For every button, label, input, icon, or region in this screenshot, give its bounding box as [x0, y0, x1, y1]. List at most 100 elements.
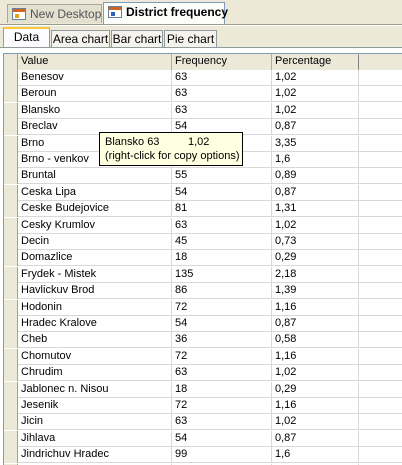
- value-cell[interactable]: Cesky Krumlov: [18, 217, 172, 234]
- row-header[interactable]: [4, 119, 18, 136]
- table-row[interactable]: Ceske Budejovice 81 1,31: [4, 201, 402, 218]
- percentage-cell[interactable]: 3,35: [272, 135, 359, 152]
- table-row[interactable]: Bruntal 55 0,89: [4, 168, 402, 185]
- row-header[interactable]: [4, 217, 18, 234]
- column-resize-handle[interactable]: [358, 55, 359, 69]
- row-header[interactable]: [4, 201, 18, 218]
- percentage-cell[interactable]: 0,87: [272, 430, 359, 447]
- frequency-cell[interactable]: 72: [172, 398, 272, 414]
- frequency-cell[interactable]: 54: [172, 184, 272, 201]
- row-header[interactable]: [4, 70, 18, 86]
- row-header[interactable]: [4, 250, 18, 267]
- table-row[interactable]: Frydek - Mistek 135 2,18: [4, 266, 402, 283]
- row-header[interactable]: [4, 430, 18, 447]
- row-header[interactable]: [4, 463, 18, 465]
- value-cell[interactable]: Blansko: [18, 102, 172, 119]
- value-cell[interactable]: Jesenik: [18, 398, 172, 414]
- percentage-cell[interactable]: 1,02: [272, 414, 359, 431]
- percentage-cell[interactable]: 0,87: [272, 184, 359, 201]
- row-header[interactable]: [4, 168, 18, 185]
- tab-area-chart[interactable]: Area chart: [51, 30, 110, 48]
- value-cell[interactable]: Benesov: [18, 70, 172, 86]
- frequency-cell[interactable]: 54: [172, 430, 272, 447]
- percentage-cell[interactable]: 0,29: [272, 250, 359, 267]
- tab-bar-chart[interactable]: Bar chart: [111, 30, 163, 48]
- table-row[interactable]: Blansko 63 1,02: [4, 102, 402, 119]
- value-cell[interactable]: Decin: [18, 234, 172, 250]
- frequency-table[interactable]: Value Frequency Percentage Benesov 63 1,02…: [3, 53, 402, 465]
- percentage-cell[interactable]: 1,16: [272, 398, 359, 414]
- row-header[interactable]: [4, 365, 18, 382]
- table-row[interactable]: Chrudim 63 1,02: [4, 365, 402, 382]
- value-cell[interactable]: Chomutov: [18, 348, 172, 365]
- row-header[interactable]: [4, 266, 18, 283]
- table-row[interactable]: Jindrichuv Hradec 99 1,6: [4, 447, 402, 464]
- value-cell[interactable]: Havlickuv Brod: [18, 283, 172, 300]
- tab-pie-chart[interactable]: Pie chart: [164, 30, 217, 48]
- frequency-cell[interactable]: 72: [172, 348, 272, 365]
- percentage-cell[interactable]: 0,87: [272, 119, 359, 136]
- frequency-cell[interactable]: 18: [172, 250, 272, 267]
- column-header-percentage[interactable]: Percentage: [272, 54, 359, 70]
- percentage-cell[interactable]: 0,89: [272, 168, 359, 185]
- percentage-cell[interactable]: 1,02: [272, 70, 359, 86]
- table-row[interactable]: Domazlice 18 0,29: [4, 250, 402, 267]
- frequency-cell[interactable]: 63: [172, 86, 272, 103]
- table-row[interactable]: Jicin 63 1,02: [4, 414, 402, 431]
- frequency-cell[interactable]: 135: [172, 266, 272, 283]
- row-header[interactable]: [4, 447, 18, 464]
- row-header[interactable]: [4, 414, 18, 431]
- value-cell[interactable]: Jablonec n. Nisou: [18, 381, 172, 398]
- row-header[interactable]: [4, 381, 18, 398]
- table-row[interactable]: Beroun 63 1,02: [4, 86, 402, 103]
- table-row[interactable]: Jihlava 54 0,87: [4, 430, 402, 447]
- value-cell[interactable]: Jindrichuv Hradec: [18, 447, 172, 464]
- table-row[interactable]: Ceska Lipa 54 0,87: [4, 184, 402, 201]
- frequency-cell[interactable]: 55: [172, 168, 272, 185]
- row-header[interactable]: [4, 234, 18, 250]
- percentage-cell[interactable]: 1,02: [272, 217, 359, 234]
- frequency-cell[interactable]: 63: [172, 365, 272, 382]
- table-row[interactable]: Hradec Kralove 54 0,87: [4, 316, 402, 332]
- value-cell[interactable]: Hradec Kralove: [18, 316, 172, 332]
- percentage-cell[interactable]: 0,73: [272, 234, 359, 250]
- frequency-cell[interactable]: 72: [172, 299, 272, 316]
- frequency-cell[interactable]: 81: [172, 201, 272, 218]
- frequency-cell[interactable]: 36: [172, 332, 272, 349]
- column-header-frequency[interactable]: Frequency: [172, 54, 272, 70]
- percentage-cell[interactable]: 1,31: [272, 201, 359, 218]
- tab-data[interactable]: Data: [3, 27, 50, 48]
- table-row[interactable]: Cheb 36 0,58: [4, 332, 402, 349]
- frequency-cell[interactable]: 54: [172, 119, 272, 136]
- row-header[interactable]: [4, 184, 18, 201]
- percentage-cell[interactable]: 1,6: [272, 152, 359, 168]
- table-row[interactable]: Havlickuv Brod 86 1,39: [4, 283, 402, 300]
- row-header-corner[interactable]: [4, 54, 18, 70]
- frequency-cell[interactable]: 54: [172, 316, 272, 332]
- table-row[interactable]: Cesky Krumlov 63 1,02: [4, 217, 402, 234]
- frequency-cell[interactable]: 63: [172, 414, 272, 431]
- row-header[interactable]: [4, 135, 18, 152]
- table-row[interactable]: Hodonin 72 1,16: [4, 299, 402, 316]
- tab-district-frequency[interactable]: District frequency: [103, 2, 228, 24]
- value-cell[interactable]: Frydek - Mistek: [18, 266, 172, 283]
- percentage-cell[interactable]: 0,29: [272, 381, 359, 398]
- row-header[interactable]: [4, 299, 18, 316]
- percentage-cell[interactable]: 1,02: [272, 86, 359, 103]
- value-cell[interactable]: Hodonin: [18, 299, 172, 316]
- value-cell[interactable]: Ceske Budejovice: [18, 201, 172, 218]
- tab-new-desktop[interactable]: New Desktop: [7, 4, 102, 23]
- row-header[interactable]: [4, 316, 18, 332]
- row-header[interactable]: [4, 348, 18, 365]
- percentage-cell[interactable]: 1,6: [272, 447, 359, 464]
- row-header[interactable]: [4, 332, 18, 349]
- value-cell[interactable]: Jihlava: [18, 430, 172, 447]
- percentage-cell[interactable]: 1,39: [272, 283, 359, 300]
- value-cell[interactable]: Jicin: [18, 414, 172, 431]
- table-row[interactable]: Jesenik 72 1,16: [4, 398, 402, 414]
- frequency-cell[interactable]: 86: [172, 283, 272, 300]
- value-cell[interactable]: Bruntal: [18, 168, 172, 185]
- row-header[interactable]: [4, 152, 18, 168]
- row-header[interactable]: [4, 283, 18, 300]
- percentage-cell[interactable]: 0,58: [272, 332, 359, 349]
